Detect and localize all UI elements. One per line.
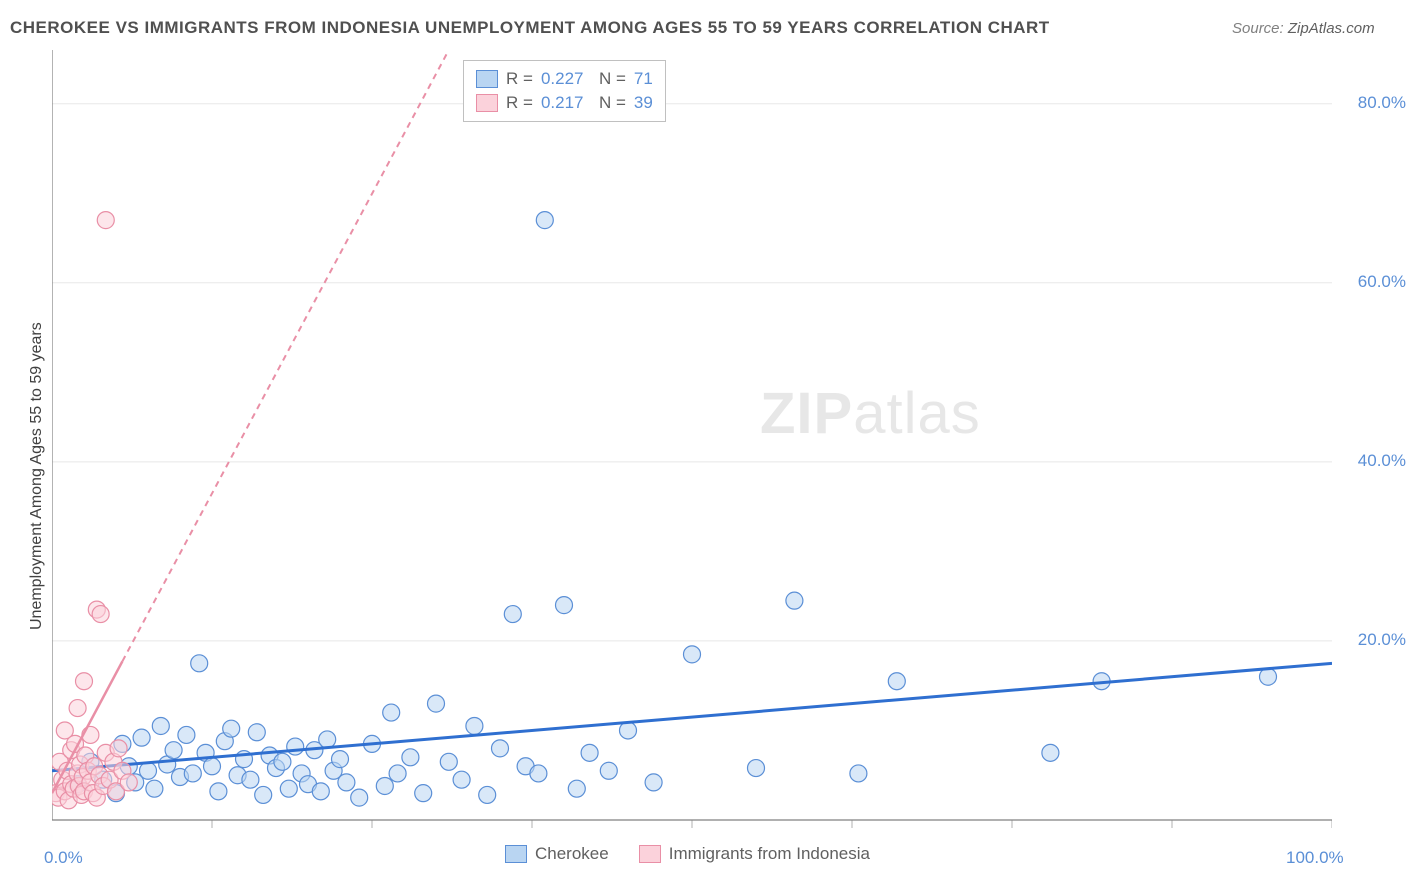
data-point: [274, 753, 291, 770]
r-label: R =: [506, 69, 533, 89]
data-point: [133, 729, 150, 746]
data-point: [165, 742, 182, 759]
series-legend: Cherokee Immigrants from Indonesia: [505, 844, 870, 864]
source-label: Source:: [1232, 20, 1288, 37]
data-point: [748, 760, 765, 777]
data-point: [536, 212, 553, 229]
data-point: [97, 212, 114, 229]
n-label: N =: [599, 69, 626, 89]
data-point: [581, 744, 598, 761]
regression-line-extrapolated: [122, 50, 448, 661]
legend-label: Immigrants from Indonesia: [669, 844, 870, 864]
n-value: 39: [634, 93, 653, 113]
legend-swatch: [476, 94, 498, 112]
legend-swatch: [476, 70, 498, 88]
data-point: [383, 704, 400, 721]
data-point: [332, 751, 349, 768]
data-point: [351, 789, 368, 806]
legend-swatch: [639, 845, 661, 863]
data-point: [140, 762, 157, 779]
legend-item: Immigrants from Indonesia: [639, 844, 870, 864]
data-point: [204, 758, 221, 775]
legend-row: R = 0.217 N = 39: [476, 91, 653, 115]
data-point: [146, 780, 163, 797]
source-value: ZipAtlas.com: [1288, 20, 1375, 37]
n-label: N =: [599, 93, 626, 113]
r-value: 0.227: [541, 69, 591, 89]
scatter-chart: [52, 50, 1332, 820]
data-point: [389, 765, 406, 782]
data-point: [684, 646, 701, 663]
data-point: [338, 774, 355, 791]
data-point: [888, 673, 905, 690]
data-point: [504, 606, 521, 623]
chart-svg: [52, 50, 1332, 832]
data-point: [92, 606, 109, 623]
data-point: [786, 592, 803, 609]
r-label: R =: [506, 93, 533, 113]
y-axis-label: Unemployment Among Ages 55 to 59 years: [28, 322, 46, 630]
legend-swatch: [505, 845, 527, 863]
data-point: [402, 749, 419, 766]
data-point: [600, 762, 617, 779]
data-point: [466, 717, 483, 734]
data-point: [184, 765, 201, 782]
data-point: [255, 786, 272, 803]
data-point: [178, 726, 195, 743]
data-point: [492, 740, 509, 757]
data-point: [312, 783, 329, 800]
data-point: [280, 780, 297, 797]
data-point: [210, 783, 227, 800]
data-point: [287, 738, 304, 755]
data-point: [76, 673, 93, 690]
data-point: [120, 774, 137, 791]
y-tick-label: 60.0%: [1340, 272, 1406, 292]
data-point: [376, 777, 393, 794]
r-value: 0.217: [541, 93, 591, 113]
data-point: [479, 786, 496, 803]
data-point: [1260, 668, 1277, 685]
correlation-legend: R = 0.227 N = 71 R = 0.217 N = 39: [463, 60, 666, 122]
data-point: [428, 695, 445, 712]
data-point: [319, 731, 336, 748]
data-point: [152, 717, 169, 734]
data-point: [530, 765, 547, 782]
regression-line: [52, 663, 1332, 770]
data-point: [568, 780, 585, 797]
y-tick-label: 40.0%: [1340, 451, 1406, 471]
n-value: 71: [634, 69, 653, 89]
x-end-label: 100.0%: [1286, 848, 1344, 868]
data-point: [242, 771, 259, 788]
y-tick-label: 80.0%: [1340, 93, 1406, 113]
data-point: [440, 753, 457, 770]
data-point: [620, 722, 637, 739]
legend-item: Cherokee: [505, 844, 609, 864]
data-point: [453, 771, 470, 788]
data-point: [415, 785, 432, 802]
data-point: [556, 597, 573, 614]
data-point: [850, 765, 867, 782]
data-point: [1042, 744, 1059, 761]
data-point: [191, 655, 208, 672]
chart-title: CHEROKEE VS IMMIGRANTS FROM INDONESIA UN…: [10, 18, 1050, 38]
y-tick-label: 20.0%: [1340, 630, 1406, 650]
data-point: [645, 774, 662, 791]
legend-label: Cherokee: [535, 844, 609, 864]
x-end-label: 0.0%: [44, 848, 83, 868]
source-attribution: Source: ZipAtlas.com: [1232, 20, 1375, 37]
data-point: [248, 724, 265, 741]
data-point: [110, 740, 127, 757]
legend-row: R = 0.227 N = 71: [476, 67, 653, 91]
data-point: [223, 720, 240, 737]
data-point: [69, 700, 86, 717]
